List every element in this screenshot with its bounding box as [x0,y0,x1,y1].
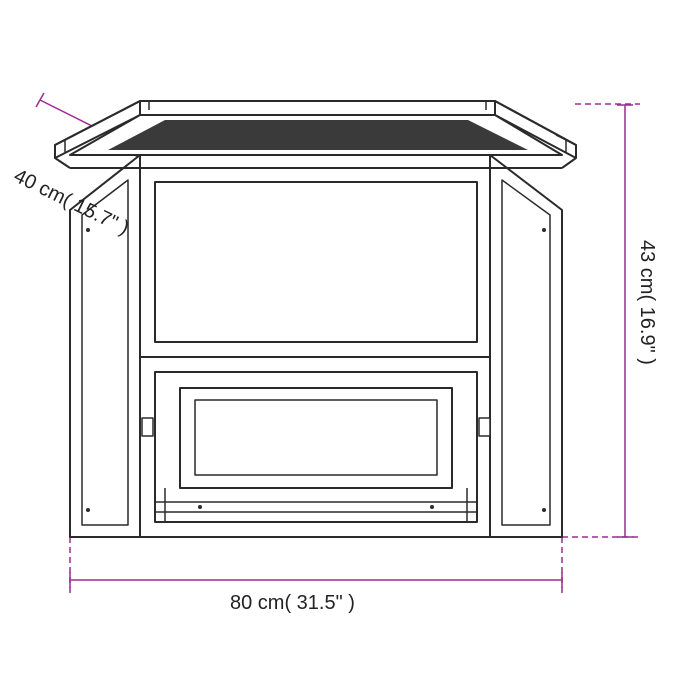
width-label: 80 cm( 31.5" ) [230,592,355,615]
product-dimension-diagram: 40 cm( 15.7" ) 80 cm( 31.5" ) 43 cm( 16.… [0,0,700,700]
depth-dimension-cap-start [36,93,44,107]
height-label: 43 cm( 16.9" ) [635,240,658,365]
product-outline [55,101,576,537]
